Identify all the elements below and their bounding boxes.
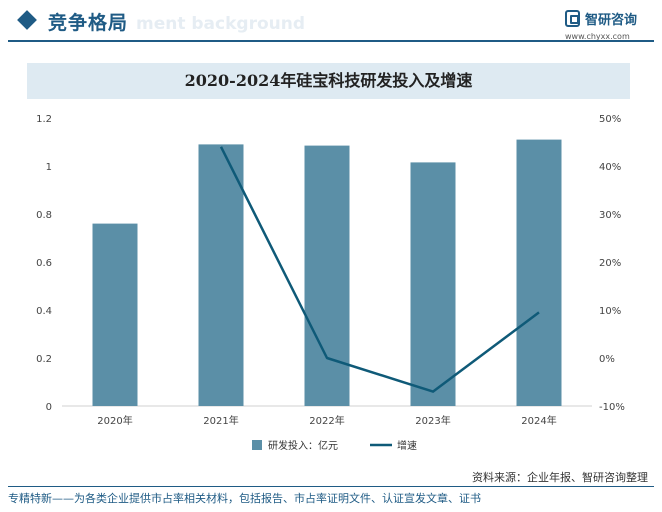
left-axis-tick-label: 1.2	[36, 114, 52, 125]
legend-bar-swatch	[252, 440, 262, 450]
right-axis-tick-label: 30%	[599, 210, 621, 221]
header: ment background 竞争格局 智研咨询 www.chyxx.com	[0, 0, 662, 46]
left-axis-tick-label: 0	[46, 402, 52, 413]
logo-name: 智研咨询	[585, 13, 638, 28]
bar	[304, 145, 350, 406]
source-note: 资料来源：企业年报、智研咨询整理	[472, 471, 648, 484]
bar	[516, 139, 562, 406]
legend-line-label: 增速	[397, 439, 417, 452]
right-axis-tick-label: 40%	[599, 162, 621, 173]
right-axis-tick-label: 20%	[599, 258, 621, 269]
right-axis-tick-label: -10%	[599, 402, 625, 413]
logo-url: www.chyxx.com	[565, 32, 630, 41]
growth-line	[219, 146, 540, 393]
section-title: 竞争格局	[48, 12, 129, 34]
header-divider	[8, 40, 654, 42]
diamond-icon	[17, 10, 37, 30]
x-axis-tick-label: 2020年	[97, 414, 132, 427]
footer-divider	[8, 486, 654, 487]
left-axis-tick-label: 0.4	[36, 306, 52, 317]
left-axis-tick-label: 0.6	[36, 258, 52, 269]
chart-title-bar: 2020-2024年硅宝科技研发投入及增速	[27, 63, 630, 99]
right-axis-tick-label: 0%	[599, 354, 615, 365]
left-axis-tick-label: 1	[46, 162, 52, 173]
background-watermark-text: ment background	[136, 14, 306, 34]
bar	[198, 144, 244, 406]
right-axis-tick-label: 50%	[599, 114, 621, 125]
x-axis-tick-label: 2023年	[415, 414, 450, 427]
combo-chart: 0 0.2 0.4 0.6 0.8 1 1.2 -10% 0% 10% 20% 30% 40% 50% 20…	[36, 114, 625, 452]
footer-tagline: 专精特新——为各类企业提供市占率相关材料，包括报告、市占率证明文件、认证宣发文章…	[8, 492, 481, 505]
bar	[410, 162, 456, 406]
x-axis-tick-label: 2022年	[309, 414, 344, 427]
chart-title: 2020-2024年硅宝科技研发投入及增速	[184, 71, 473, 90]
logo-mark-icon	[565, 10, 580, 27]
left-axis-tick-label: 0.2	[36, 354, 52, 365]
x-axis-tick-label: 2024年	[521, 414, 556, 427]
left-axis-tick-label: 0.8	[36, 210, 52, 221]
right-axis-tick-label: 10%	[599, 306, 621, 317]
bar	[92, 223, 138, 406]
legend-bar-label: 研发投入：亿元	[268, 439, 338, 452]
logo: 智研咨询 www.chyxx.com	[565, 10, 655, 41]
x-axis-tick-label: 2021年	[203, 414, 238, 427]
